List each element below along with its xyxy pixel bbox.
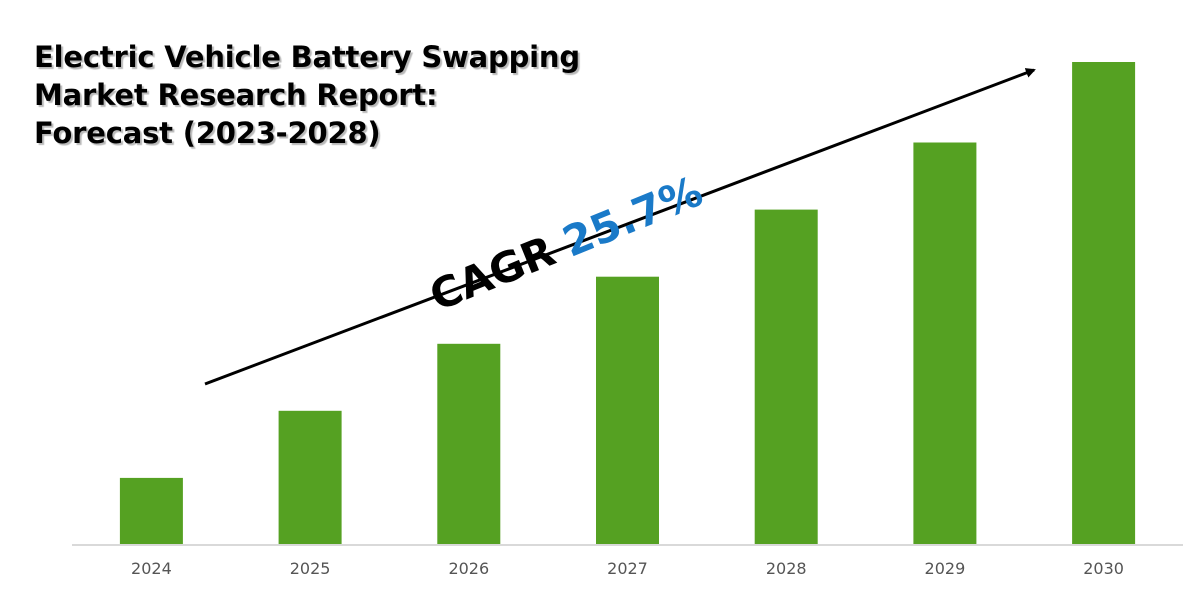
bar-2030 bbox=[1072, 62, 1136, 545]
x-tick-label-2026: 2026 bbox=[448, 559, 489, 578]
x-tick-label-2030: 2030 bbox=[1083, 559, 1124, 578]
chart-title-line-3: Forecast (2023-2028) bbox=[34, 116, 381, 150]
bar-2029 bbox=[913, 142, 977, 545]
bar-2028 bbox=[754, 209, 818, 545]
x-tick-label-2024: 2024 bbox=[131, 559, 172, 578]
bar-2027 bbox=[596, 276, 659, 545]
x-tick-label-2027: 2027 bbox=[607, 559, 648, 578]
chart-title-line-1: Electric Vehicle Battery Swapping bbox=[34, 40, 580, 74]
x-tick-label-2029: 2029 bbox=[925, 559, 966, 578]
bar-2025 bbox=[278, 410, 342, 545]
bars-group bbox=[119, 62, 1136, 545]
x-axis-ticks: 2024 2025 2026 2027 2028 2029 2030 bbox=[131, 559, 1124, 578]
bar-2026 bbox=[437, 343, 501, 545]
x-tick-label-2028: 2028 bbox=[766, 559, 807, 578]
x-tick-label-2025: 2025 bbox=[290, 559, 331, 578]
chart-title: Electric Vehicle Battery Swapping Market… bbox=[34, 38, 580, 152]
cagr-trend-arrow bbox=[204, 68, 1036, 386]
chart-title-line-2: Market Research Report: bbox=[34, 78, 438, 112]
bar-2024 bbox=[119, 477, 183, 545]
